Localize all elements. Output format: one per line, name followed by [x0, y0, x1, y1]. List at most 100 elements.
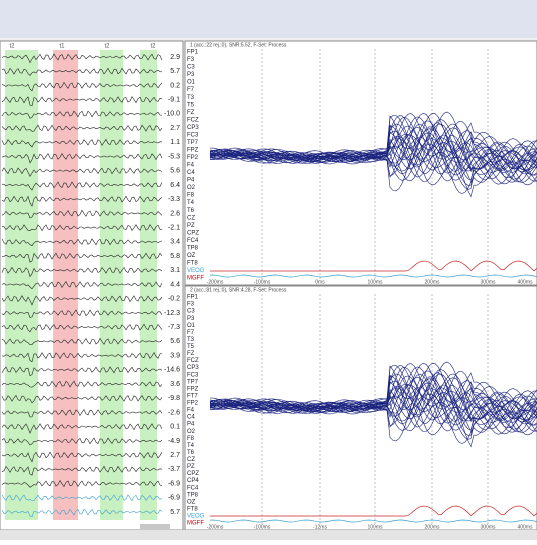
time-label: -200ms: [207, 279, 224, 285]
channel-label: T5: [187, 102, 195, 108]
erp-trace: [209, 113, 537, 172]
channel-label: CZ: [187, 457, 195, 463]
channel-value: 2.6: [170, 210, 180, 217]
time-label: 400ms: [517, 279, 533, 285]
channel-label: FZ: [187, 110, 195, 116]
channel-label: P4: [187, 178, 195, 184]
eeg-trace: [1, 366, 163, 377]
eeg-trace: [1, 337, 163, 346]
eeg-trace: [1, 309, 163, 318]
channel-label: T6: [187, 450, 195, 456]
channel-label: TP7: [187, 379, 199, 385]
channel-label: FPZ: [187, 386, 199, 392]
channel-value: 0.2: [170, 82, 180, 89]
channel-value: -9.1: [168, 97, 180, 104]
eeg-trace: [1, 224, 162, 232]
channel-label: C3: [187, 65, 195, 71]
channel-value: -14.6: [164, 367, 180, 374]
channel-value: 0.1: [170, 424, 180, 431]
channel-label: F4: [187, 408, 195, 414]
eog-trace: [209, 274, 537, 278]
erp-trace: [209, 380, 537, 435]
channel-label: F8: [187, 436, 195, 442]
channel-value: -7.3: [168, 324, 180, 331]
channel-value: 5.7: [170, 68, 180, 75]
channel-value: -0.2: [168, 296, 180, 303]
channel-label: F4: [187, 163, 195, 169]
channel-value: -6.9: [168, 480, 180, 487]
eeg-trace: [1, 110, 163, 119]
eeg-trace: [1, 465, 163, 476]
channel-label: FP2: [187, 155, 199, 161]
channel-label: VEOG: [187, 514, 205, 520]
channel-label: F7: [187, 87, 195, 93]
channel-label: FPZ: [187, 148, 199, 154]
channel-label: VEOG: [187, 268, 205, 274]
time-label: 400ms: [517, 524, 533, 530]
erp-trace: [209, 363, 537, 422]
erp-trace: [209, 125, 537, 183]
marker: t2: [104, 44, 110, 50]
channel-value: -5.3: [168, 153, 180, 160]
channel-value: -2.1: [168, 224, 180, 231]
channel-value: 2.7: [170, 452, 180, 459]
eeg-trace: [1, 138, 163, 148]
channel-value: -12.3: [164, 310, 180, 317]
channel-label: TP8: [187, 492, 199, 498]
channel-value: 1.1: [170, 139, 180, 146]
channel-label: FT8: [187, 506, 198, 512]
channel-label: PZ: [187, 223, 195, 229]
eog-trace: [210, 260, 537, 272]
channel-value: -4.9: [168, 438, 180, 445]
channel-label: OZ: [187, 499, 196, 505]
channel-label: CP4: [187, 478, 199, 484]
eeg-trace: [1, 380, 163, 388]
panel-title: 2 (acc.:81 rej.:0), SNR:4.28, F-Set: Pro…: [190, 287, 287, 293]
scrollbar[interactable]: [140, 524, 170, 530]
channel-label: O1: [187, 323, 196, 329]
channel-label: CP3: [187, 365, 199, 371]
channel-label: FC4: [187, 485, 199, 491]
channel-label: O2: [187, 185, 196, 191]
channel-value: 3.1: [170, 267, 180, 274]
time-label: 200ms: [424, 279, 440, 285]
channel-label: FCZ: [187, 358, 199, 364]
eog-trace: [209, 519, 537, 523]
erp-trace: [209, 130, 537, 185]
channel-label: FCZ: [187, 117, 199, 123]
channel-value: 5.7: [170, 509, 180, 516]
erp-trace: [209, 112, 537, 181]
marker: t1: [59, 44, 65, 50]
channel-value: 3.6: [170, 381, 180, 388]
channel-value: 3.9: [170, 352, 180, 359]
channel-label: T5: [187, 344, 195, 350]
channel-label: C4: [187, 415, 195, 421]
eeg-trace: [1, 96, 163, 107]
channel-label: T4: [187, 443, 195, 449]
time-label: 300ms: [480, 524, 496, 530]
eeg-trace: [1, 494, 163, 502]
channel-label: PZ: [187, 464, 195, 470]
channel-label: FC3: [187, 372, 199, 378]
channel-label: FP1: [187, 295, 199, 301]
eeg-trace: [1, 53, 163, 64]
channel-label: P3: [187, 316, 195, 322]
channel-label: OZ: [187, 253, 196, 259]
channel-label: MGFF: [187, 521, 204, 527]
channel-label: FZ: [187, 351, 195, 357]
eeg-trace: [1, 409, 163, 418]
time-label: 200ms: [424, 524, 440, 530]
channel-label: FC3: [187, 132, 199, 138]
eeg-trace: [1, 209, 163, 219]
channel-value: 5.6: [170, 168, 180, 175]
eeg-trace: [1, 252, 163, 263]
channel-label: F3: [187, 57, 195, 63]
channel-value: 3.4: [170, 239, 180, 246]
channel-label: P4: [187, 422, 195, 428]
channel-value: 5.8: [170, 253, 180, 260]
channel-value: -10.0: [164, 111, 180, 118]
eeg-trace: [1, 281, 163, 290]
green-band: [5, 50, 38, 520]
erp-trace: [209, 122, 537, 181]
